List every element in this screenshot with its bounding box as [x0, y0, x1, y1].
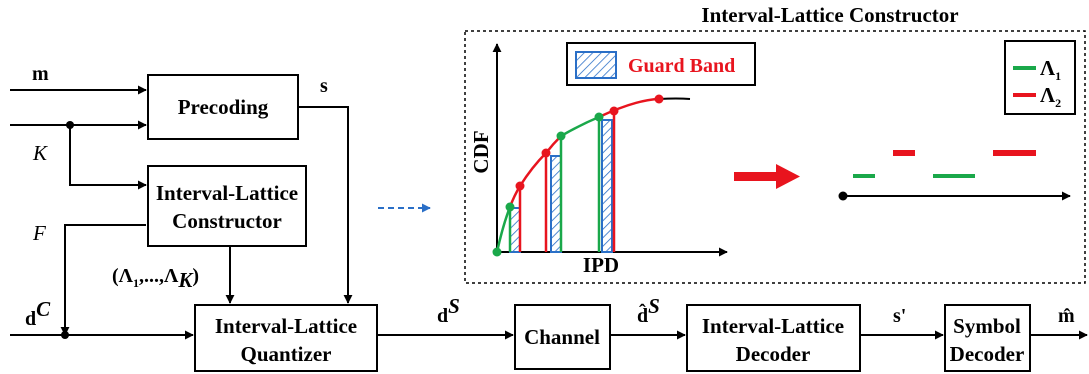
symbol-decoder-label-line1: Symbol	[953, 314, 1021, 338]
lambda1-label: Λ1	[1040, 56, 1061, 83]
constructor-block: Interval-Lattice Constructor	[147, 165, 307, 247]
quantizer-block: Interval-Lattice Quantizer	[194, 304, 378, 372]
signal-F: F	[32, 221, 46, 245]
x-axis-label: IPD	[583, 253, 619, 277]
precoding-block: Precoding	[147, 74, 299, 140]
cdf-plot: CDF IPD	[469, 43, 728, 277]
signal-s: s	[320, 75, 328, 97]
symbol-decoder-label-line2: Decoder	[950, 342, 1025, 366]
input-wires	[10, 85, 1088, 340]
signal-s-prime: s'	[893, 305, 906, 327]
signal-m: m	[32, 63, 49, 85]
channel-block: Channel	[514, 304, 611, 370]
quantizer-label-line2: Quantizer	[241, 342, 332, 366]
constructor-label-line2: Constructor	[172, 209, 282, 233]
guard-band-2	[550, 155, 562, 253]
guard-band-1	[509, 207, 521, 253]
symbol-decoder-block: Symbol Decoder	[944, 304, 1031, 372]
signal-m-hat: m̂	[1058, 305, 1075, 327]
precoding-label: Precoding	[178, 95, 269, 119]
inset-frame	[464, 30, 1086, 284]
signal-K: K	[32, 141, 48, 165]
lambda-legend: Λ1 Λ2	[1004, 40, 1076, 115]
signal-lambdas: (Λ1,...,ΛK)	[112, 265, 199, 292]
decoder-label-line1: Interval-Lattice	[702, 314, 844, 338]
guard-band-swatch	[575, 51, 617, 79]
y-axis-label: CDF	[469, 130, 493, 173]
signal-dC: dC	[25, 297, 51, 330]
guard-band-3	[601, 119, 613, 253]
signal-dS: dS	[437, 294, 460, 327]
guard-band-label: Guard Band	[628, 55, 735, 77]
guard-band-legend: Guard Band	[566, 42, 756, 86]
interval-lattice-line	[838, 150, 1071, 201]
decoder-label-line2: Decoder	[736, 342, 811, 366]
inset-title: Interval-Lattice Constructor	[701, 3, 958, 27]
red-arrow	[734, 164, 800, 189]
constructor-label-line1: Interval-Lattice	[156, 181, 298, 205]
channel-label: Channel	[524, 325, 600, 349]
lambda2-label: Λ2	[1040, 83, 1061, 110]
signal-dS-hat: d̂S	[637, 294, 660, 327]
quantizer-label-line1: Interval-Lattice	[215, 314, 357, 338]
decoder-block: Interval-Lattice Decoder	[686, 304, 861, 372]
